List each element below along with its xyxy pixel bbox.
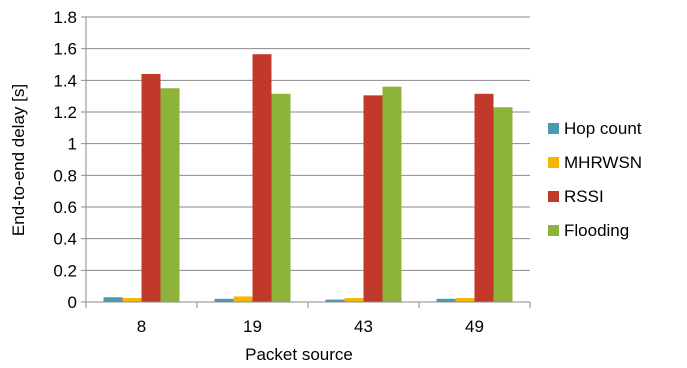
bar-rssi-49 (474, 93, 494, 303)
bar-flooding-49 (493, 107, 513, 302)
x-tick-label: 49 (465, 317, 484, 336)
bars-layer (103, 54, 513, 303)
y-axis-title: End-to-end delay [s] (9, 84, 28, 236)
y-tick-label: 0.2 (53, 261, 77, 280)
bar-hop-count-19 (214, 298, 234, 302)
legend-label: Flooding (564, 221, 629, 240)
y-tick-label: 1.4 (53, 71, 77, 90)
bar-mhrwsn-49 (455, 298, 475, 302)
y-tick-label: 0 (68, 293, 77, 312)
legend-label: RSSI (564, 187, 604, 206)
x-tick-label: 43 (354, 317, 373, 336)
y-tick-label: 1.6 (53, 40, 77, 59)
axes-layer (81, 16, 531, 308)
bar-rssi-19 (252, 54, 272, 303)
bar-hop-count-49 (436, 298, 456, 302)
y-tick-label: 1.8 (53, 8, 77, 27)
bar-mhrwsn-43 (344, 298, 364, 302)
bar-flooding-8 (160, 88, 180, 302)
bar-hop-count-43 (325, 299, 345, 302)
legend-swatch (548, 225, 559, 236)
ticks-layer: 0 0.2 0.4 0.6 0.8 1 1.2 1.4 1.6 1.8 8 19 43 49 (53, 8, 484, 336)
x-tick-label: 19 (243, 317, 262, 336)
bar-flooding-19 (271, 93, 291, 303)
bar-rssi-43 (363, 95, 383, 302)
legend-swatch (548, 191, 559, 202)
bar-rssi-8 (141, 74, 161, 302)
bar-mhrwsn-19 (233, 296, 253, 302)
legend-swatch (548, 123, 559, 134)
x-tick-label: 8 (137, 317, 146, 336)
y-tick-label: 1 (68, 135, 77, 154)
x-axis-title: Packet source (245, 345, 353, 364)
legend-label: MHRWSN (564, 153, 642, 172)
legend-label: Hop count (564, 119, 642, 138)
y-tick-label: 0.8 (53, 166, 77, 185)
bar-hop-count-8 (103, 297, 123, 302)
legend: Hop count MHRWSN RSSI Flooding (548, 119, 642, 240)
bar-mhrwsn-8 (122, 298, 142, 302)
legend-swatch (548, 157, 559, 168)
y-tick-label: 0.6 (53, 198, 77, 217)
y-tick-label: 1.2 (53, 103, 77, 122)
bar-flooding-43 (382, 86, 402, 303)
y-tick-label: 0.4 (53, 230, 77, 249)
